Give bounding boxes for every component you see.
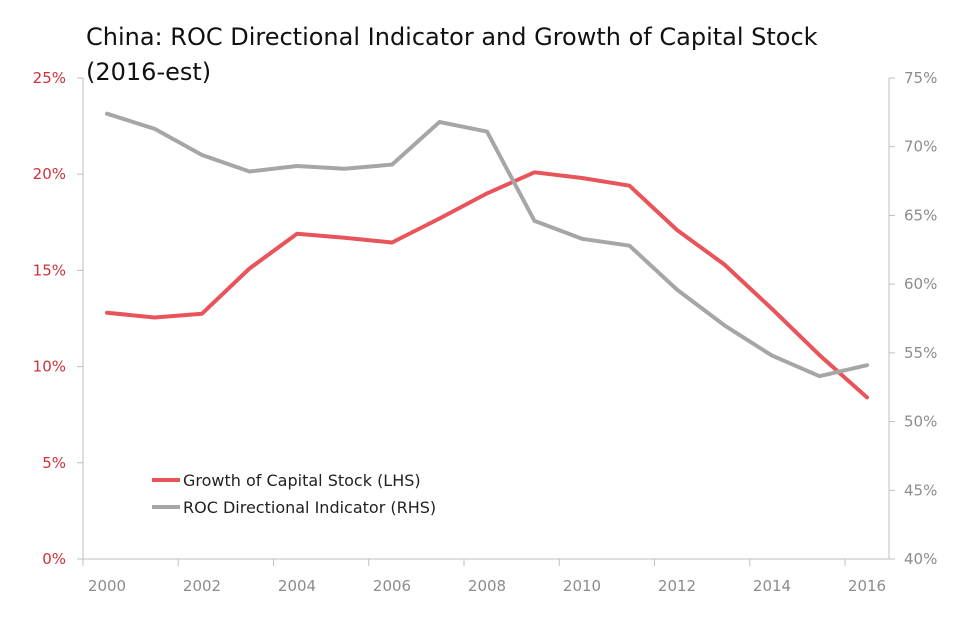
right-tick-label: 40% [904,550,937,568]
right-tick-label: 50% [904,413,937,431]
left-tick-label: 20% [33,165,66,183]
chart-title-line2: (2016-est) [86,58,211,86]
legend-label-roc: ROC Directional Indicator (RHS) [183,498,436,517]
series-line-growth-of-capital-stock [105,170,869,400]
x-tick-label: 2004 [278,577,316,595]
x-tick-label: 2006 [373,577,411,595]
left-tick-label: 5% [42,454,66,472]
series-layer [105,111,869,400]
right-tick-label: 55% [904,344,937,362]
left-tick-label: 25% [33,69,66,87]
x-axis-ticks: 2000 2002 2004 2006 2008 2010 2012 2014 2016 [82,559,886,595]
right-tick-label: 75% [904,69,937,87]
chart-title-line1: China: ROC Directional Indicator and Gro… [86,23,818,51]
x-tick-label: 2002 [183,577,221,595]
left-tick-label: 10% [33,358,66,376]
legend: Growth of Capital Stock (LHS) ROC Direct… [152,471,436,517]
x-tick-label: 2010 [563,577,601,595]
right-axis-ticks: 40% 45% 50% 55% 60% 65% 70% 75% [889,69,937,568]
left-tick-label: 0% [42,550,66,568]
right-tick-label: 65% [904,206,937,224]
x-tick-label: 2000 [88,577,126,595]
right-tick-label: 60% [904,275,937,293]
right-tick-label: 70% [904,138,937,156]
left-tick-label: 15% [33,261,66,279]
x-tick-label: 2014 [753,577,791,595]
left-axis-ticks: 0% 5% 10% 15% 20% 25% [33,69,83,568]
right-tick-label: 45% [904,481,937,499]
x-tick-label: 2012 [658,577,696,595]
series-line-roc-directional-indicator [105,111,869,379]
x-tick-label: 2008 [468,577,506,595]
x-tick-label: 2016 [848,577,886,595]
legend-label-growth: Growth of Capital Stock (LHS) [183,471,421,490]
